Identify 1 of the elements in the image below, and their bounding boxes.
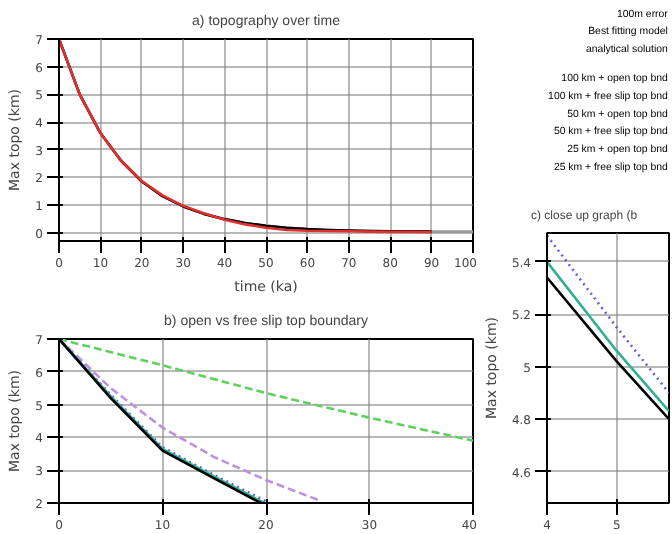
line-series [59, 339, 473, 442]
